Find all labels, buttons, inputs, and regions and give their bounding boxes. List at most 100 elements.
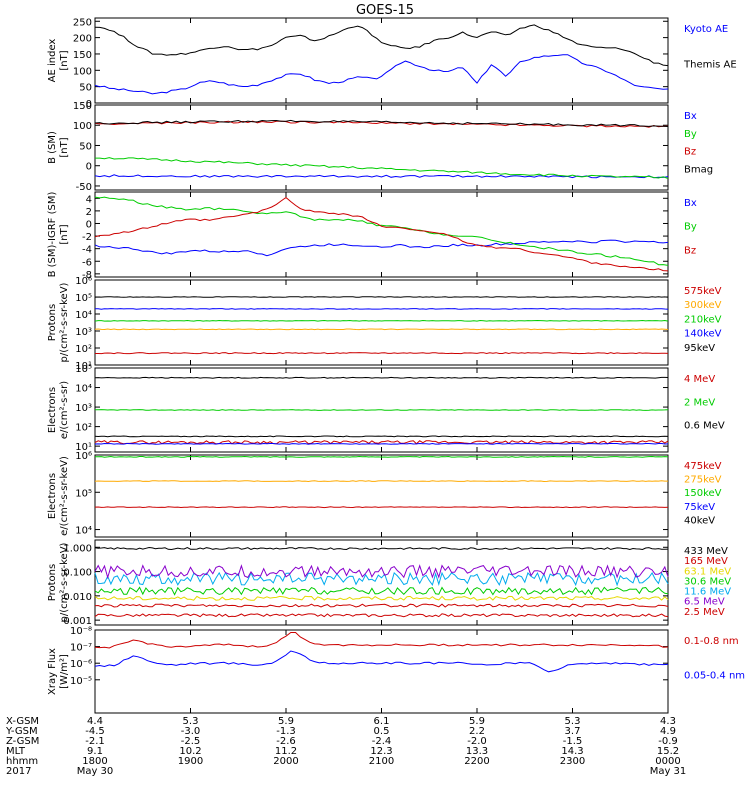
y-axis-label: [W/m²] (59, 654, 70, 689)
x-tick-label: 2300 (560, 756, 585, 767)
y-tick-label: 10³ (75, 327, 92, 338)
y-axis-label: e/(cm²-s-sr-keV) (59, 456, 70, 536)
series-line-575keV (95, 353, 668, 354)
y-tick-label: 200 (73, 34, 92, 45)
y-tick-label: 10⁵ (75, 293, 92, 304)
y-tick-label: -6 (82, 257, 92, 268)
legend-label: Bx (684, 111, 697, 122)
series-line-63.1-MeV (95, 596, 668, 600)
series-line-150keV (95, 457, 668, 458)
legend-label: 575keV (684, 286, 722, 297)
series-line-40keV (95, 436, 668, 437)
y-axis-label: Protons (47, 564, 58, 601)
series-line-Themis-AE (95, 25, 668, 66)
legend-label: Themis AE (683, 60, 737, 71)
y-tick-label: 10⁻⁷ (70, 643, 92, 654)
legend-label: 0.6 MeV (684, 421, 725, 432)
series-line-2.5-MeV (95, 614, 668, 617)
legend-label: By (684, 222, 697, 233)
panel-7: 1.000 0.100 0.010 0.001 Protons p/(cm²-s-sr-k… (47, 540, 731, 627)
legend-label: 300keV (684, 300, 722, 311)
legend-label: 4 MeV (684, 374, 715, 385)
series-line-Kyoto-AE (95, 55, 668, 94)
legend-label: Kyoto AE (684, 24, 728, 35)
y-tick-label: 10⁻⁶ (70, 659, 92, 670)
x-tick-label: 2000 (273, 756, 298, 767)
y-tick-label: 10⁻⁵ (70, 676, 92, 687)
panel-1: 250 200 150 100 50 0 AE index [nT] Kyoto AE Themi… (47, 17, 737, 110)
y-axis-label: B (SM)-IGRF (SM) (47, 192, 58, 278)
legend-label: Bz (684, 147, 696, 158)
legend-label: 0.05-0.4 nm (684, 671, 745, 682)
y-tick-label: 10⁵ (75, 364, 92, 375)
legend-label: 40keV (684, 515, 715, 526)
panel-6: 10⁶ 10⁵ 10⁴ Electrons e/(cm²-s-sr-keV) 475keV… (47, 436, 722, 537)
series-line-4-MeV (95, 441, 668, 444)
y-tick-label: 150 (73, 101, 92, 112)
y-tick-label: 10⁶ (75, 451, 92, 462)
legend-label: 95keV (684, 343, 715, 354)
y-tick-label: 10⁴ (75, 384, 92, 395)
legend-label: 210keV (684, 314, 722, 325)
x-tick-label: 2100 (369, 756, 394, 767)
legend-label: 0.1-0.8 nm (684, 636, 739, 647)
series-line-275keV (95, 481, 668, 482)
y-axis-label: p/(cm²-s-sr-keV) (59, 542, 70, 622)
y-tick-label: 10⁵ (75, 488, 92, 499)
y-axis-label: B (SM) (47, 131, 58, 164)
legend-label: 475keV (684, 461, 722, 472)
series-line-30.6-MeV (95, 587, 668, 594)
y-axis-label: [nT] (59, 224, 70, 244)
series-line-300keV (95, 329, 668, 330)
series-line-0.05-0.4-nm (95, 651, 668, 672)
y-axis-label: Protons (47, 304, 58, 341)
y-axis-label: Xray Flux (47, 648, 58, 695)
legend-label: Bmag (684, 164, 713, 175)
y-axis-label: AE index (47, 39, 58, 83)
panel-3: 4 20 -2 -4-6 -8 B (SM)-IGRF (SM) [nT] Bx By Bz (47, 192, 697, 281)
legend-label: 150keV (684, 488, 722, 499)
y-tick-label: 150 (73, 50, 92, 61)
y-tick-label: -4 (82, 245, 92, 256)
panel-frame (95, 192, 668, 277)
x-row-label: 2017 (6, 766, 31, 777)
series-line-11.6-MeV (95, 573, 668, 585)
panel-2: 150100500-50B (SM) [nT]BxByBzBmag (47, 101, 713, 193)
y-tick-label: 250 (73, 17, 92, 28)
y-tick-label: 50 (79, 141, 92, 152)
y-axis-label: e/(cm²-s-sr) (59, 381, 70, 439)
y-tick-label: 100 (73, 66, 92, 77)
y-tick-label: 4 (86, 194, 92, 205)
y-tick-label: 10² (75, 423, 92, 434)
y-tick-label: 10³ (75, 403, 92, 414)
series-line-By (95, 158, 668, 179)
legend-label: By (684, 129, 697, 140)
y-tick-label: 10² (75, 344, 92, 355)
y-axis-label: [nT] (59, 50, 70, 70)
panel-4: 10⁶ 10⁵ 10⁴ 10³ 10² 10¹ Protons p/(cm²-s-sr-keV… (47, 276, 722, 372)
y-tick-label: 10⁶ (75, 276, 92, 287)
series-line-2-MeV (95, 410, 668, 411)
legend-label: 2.5 MeV (684, 607, 725, 618)
series-line-140keV (95, 309, 668, 310)
x-tick-label: 1900 (178, 756, 203, 767)
legend-label: Bx (684, 198, 697, 209)
series-line-0.6-MeV (95, 377, 668, 378)
y-axis-label: Electrons (47, 473, 58, 519)
x-tick-label: May 30 (77, 766, 114, 777)
legend-label: 275keV (684, 475, 722, 486)
series-line-6.5-MeV (95, 566, 668, 578)
legend-label: 140keV (684, 329, 722, 340)
panel-frame (95, 280, 668, 365)
legend-label: 2 MeV (684, 397, 715, 408)
legend-label: Bz (684, 245, 696, 256)
panel-group: 250200150100500AE index [nT]Kyoto AEThemi… (47, 17, 745, 713)
panel-frame (95, 455, 668, 537)
y-axis-label: p/(cm²-s-sr-keV) (59, 282, 70, 362)
series-line-475keV (95, 507, 668, 508)
series-line-433-MeV (95, 548, 668, 550)
series-line-75keV (95, 443, 668, 444)
time-axis-labels: X-GSM 4.4 5.3 5.9 6.1 5.9 5.3 4.3Y-GSM -4.5 -3.0-… (5, 716, 686, 777)
y-tick-label: -50 (76, 182, 92, 193)
